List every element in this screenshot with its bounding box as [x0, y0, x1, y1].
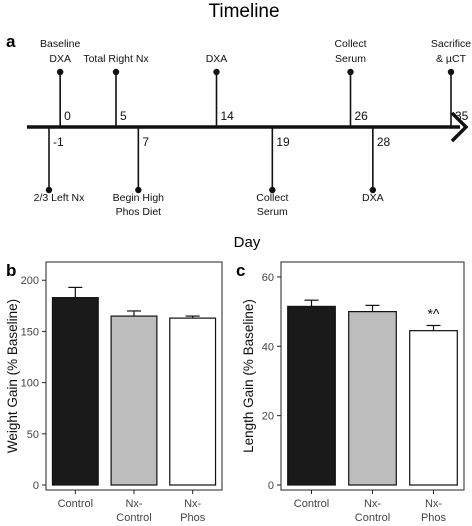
timeline-tick-dot: [447, 68, 455, 76]
timeline-day-label: 35: [455, 109, 469, 123]
timeline-event-label: Phos Diet: [116, 206, 162, 218]
timeline-event-label: DXA: [206, 53, 228, 65]
timeline-event-label: Sacrifice: [431, 38, 471, 50]
y-tick-label: 40: [262, 341, 274, 353]
y-tick-label: 60: [262, 272, 274, 284]
timeline-tick-dot: [369, 186, 377, 194]
bar: [348, 311, 397, 486]
bar: [169, 317, 217, 486]
timeline-event-label: Collect: [256, 192, 288, 204]
y-axis-label: Length Gain (% Baseline): [241, 299, 256, 453]
timeline-arrowhead: [450, 111, 469, 143]
figure-title: Timeline: [208, 1, 279, 22]
x-tick-label: Nx-: [184, 498, 201, 510]
timeline-day-label: 19: [276, 135, 290, 149]
timeline-day-label: 5: [120, 109, 127, 123]
timeline-day-label: -1: [53, 135, 64, 149]
timeline-tick-dot: [112, 68, 120, 76]
timeline-event-label: Serum: [335, 53, 366, 65]
y-tick-label: 150: [21, 326, 39, 338]
timeline-tick-dot: [56, 68, 64, 76]
timeline-event-label: Baseline: [40, 38, 80, 50]
timeline-tick-dot: [213, 68, 220, 76]
bar: [110, 315, 158, 486]
timeline-event-label: Begin High: [113, 192, 165, 204]
y-axis-label: Weight Gain (% Baseline): [5, 299, 20, 453]
y-tick-label: 0: [33, 480, 39, 492]
bar: [409, 330, 458, 486]
x-tick-label: Control: [355, 512, 390, 524]
timeline-tick-dot: [347, 68, 354, 76]
panel-label-a: a: [6, 32, 16, 51]
timeline-event-label: 2/3 Left Nx: [34, 192, 86, 204]
timeline-tick-dot: [269, 186, 276, 194]
timeline-event-label: Total Right Nx: [83, 53, 149, 65]
timeline-event-label: DXA: [49, 53, 71, 65]
y-tick-label: 200: [21, 275, 39, 287]
x-tick-label: Control: [294, 498, 329, 510]
x-tick-label: Control: [58, 498, 93, 510]
timeline-tick-dot: [45, 186, 53, 194]
timeline-day-label: 26: [355, 109, 369, 123]
timeline-day-label: 14: [221, 109, 235, 123]
timeline-day-label: 7: [142, 135, 149, 149]
x-tick-label: Nx-: [125, 498, 142, 510]
timeline-event-label: Serum: [257, 206, 288, 218]
timeline-tick-dot: [135, 186, 142, 194]
timeline-event-label: & µCT: [436, 53, 467, 65]
bar: [51, 297, 99, 486]
y-tick-label: 0: [268, 480, 274, 492]
y-tick-label: 20: [262, 411, 274, 423]
timeline-day-label: 28: [377, 135, 391, 149]
bar: [287, 305, 336, 486]
x-tick-label: Nx-: [425, 498, 442, 510]
timeline-event-label: DXA: [362, 192, 384, 204]
y-tick-label: 50: [27, 429, 39, 441]
significance-annotation: *^: [427, 305, 439, 321]
y-tick-label: 100: [21, 378, 39, 390]
panel-label-c: c: [236, 261, 245, 280]
panel-label-b: b: [6, 261, 16, 280]
x-tick-label: Nx-: [364, 498, 381, 510]
timeline-diagram: -1 2/3 Left Nx 0 Baseline DXA 5 Total Right Nx…: [27, 38, 471, 218]
x-tick-label: Phos: [421, 512, 447, 524]
length-gain-chart: 0 20 40 60 Length Gain (% Baseline) Control Nx…: [241, 261, 465, 524]
timeline-xlabel: Day: [234, 234, 261, 251]
timeline-day-label: 0: [64, 109, 71, 123]
x-tick-label: Control: [116, 512, 151, 524]
x-tick-label: Phos: [180, 512, 206, 524]
timeline-event-label: Collect: [334, 38, 366, 50]
